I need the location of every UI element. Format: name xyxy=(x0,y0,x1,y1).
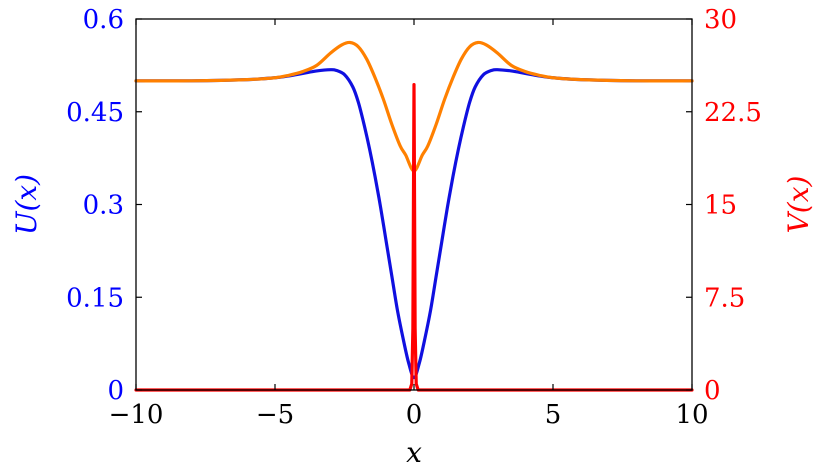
right-y-axis-label: V(x) xyxy=(782,176,815,234)
u-curve-blue xyxy=(134,68,694,380)
right-tick-label: 7.5 xyxy=(704,283,745,313)
left-tick-label: 0.6 xyxy=(83,5,124,35)
x-tick-label: 10 xyxy=(675,400,708,430)
x-tick-label: −10 xyxy=(109,400,164,430)
right-tick-label: 0 xyxy=(704,376,721,406)
right-tick-label: 15 xyxy=(704,191,737,221)
v-curve-red xyxy=(134,82,694,392)
x-tick-label: 0 xyxy=(406,400,423,430)
right-tick-label: 22.5 xyxy=(704,98,762,128)
left-y-axis-label: U(x) xyxy=(10,174,43,235)
x-axis-label: x xyxy=(406,436,422,469)
curves-layer xyxy=(134,40,694,392)
left-tick-label: 0.45 xyxy=(66,98,124,128)
right-tick-label: 30 xyxy=(704,5,737,35)
left-tick-label: 0 xyxy=(107,376,124,406)
x-tick-label: 5 xyxy=(545,400,562,430)
left-tick-label: 0.15 xyxy=(66,283,124,313)
x-tick-label: −5 xyxy=(256,400,294,430)
left-tick-label: 0.3 xyxy=(83,191,124,221)
